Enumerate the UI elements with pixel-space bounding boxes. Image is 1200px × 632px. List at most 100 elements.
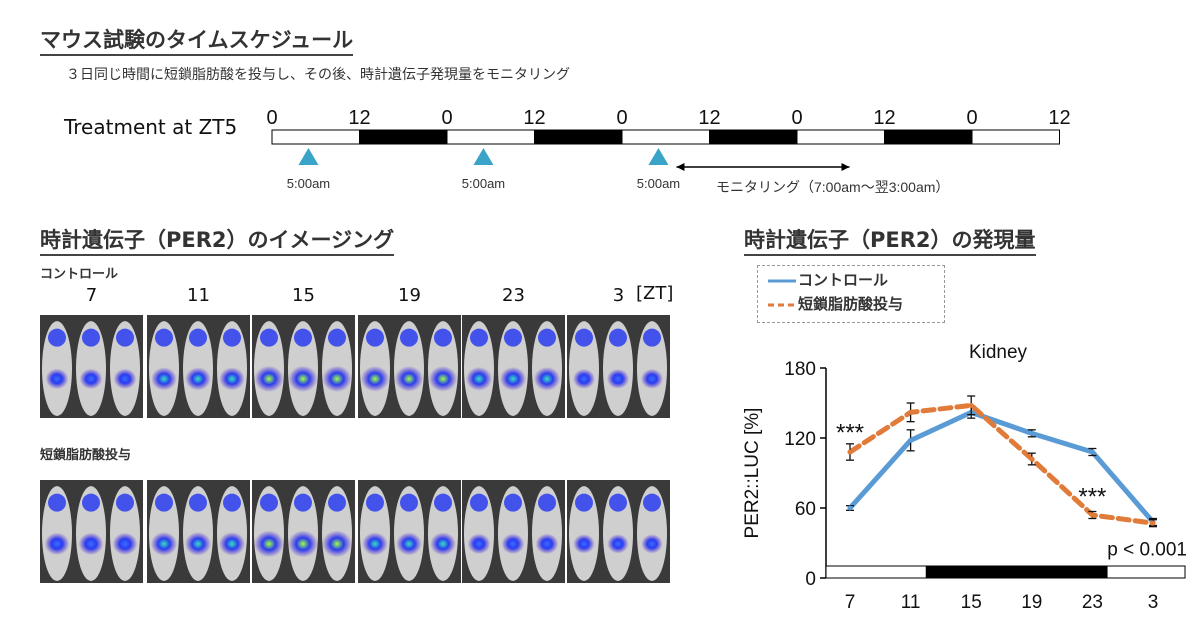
signal-spot-kidney [607,534,629,554]
monitor-arrow-head-left-icon [676,163,685,171]
series-line-treated [847,402,1156,526]
legend-swatch-treated [768,303,796,307]
zt-unit-label: [ZT] [636,283,674,304]
y-tick-label: 60 [795,499,816,520]
signal-spot-upper [155,328,173,347]
timeline-tick-label: 12 [698,107,720,129]
signal-spot-upper [470,328,488,347]
control-label: コントロール [40,267,119,282]
signal-spot-upper [434,493,452,512]
signal-spot-kidney [322,530,352,558]
signal-spot-upper [504,328,522,347]
data-point [908,409,914,415]
zt-label: 19 [398,285,421,306]
dose-time-label: 5:00am [287,176,330,191]
signal-spot-kidney [501,533,525,555]
signal-spot-kidney [606,368,630,389]
zt-label: 15 [292,285,315,306]
data-point [968,402,974,408]
signal-spot-kidney [79,368,103,390]
signal-spot-kidney [535,533,559,555]
signal-spot-upper [643,493,661,512]
timeline-light-segment [971,129,1060,145]
signal-spot-upper [504,493,522,512]
signal-spot-kidney [362,532,388,556]
signal-spot-kidney [394,366,424,392]
dark-phase-bar [925,566,1108,578]
dose-time-label: 5:00am [462,176,505,191]
data-point [1029,430,1035,436]
expression-title: 時計遺伝子（PER2）の発現量 [744,227,1036,256]
series-line-control [847,409,1156,525]
signal-spot-upper [48,328,66,347]
schedule-title: マウス試験のタイムスケジュール [40,27,354,56]
signal-spot-upper [366,493,384,512]
data-point [847,505,853,511]
signal-spot-kidney [641,534,663,554]
data-point [1089,449,1095,455]
control-panel-3 [252,315,355,418]
zt-label: 3 [612,285,625,306]
signal-spot-upper [366,328,384,347]
signal-spot-kidney [45,368,69,390]
timeline: 0 12 0 12 0 12 0 12 0 12 5:00am 5:00am 5:00am モニタリング（… [0,0,1200,200]
signal-spot-kidney [151,367,177,391]
signal-spot-upper [223,328,241,347]
legend: コントロール 短鎖脂肪酸投与 [757,265,945,323]
kidney-chart: Kidney 0 60 120 180 PER2::LUC [%] 7 11 15 19 23 3 **… [730,330,1200,628]
signal-spot-kidney [430,532,456,556]
signal-spot-upper [328,328,346,347]
signal-spot-kidney [113,368,137,390]
signal-spot-upper [609,493,627,512]
timeline-tick-label: 0 [616,107,627,129]
signal-spot-upper [434,328,452,347]
signal-spot-kidney [499,366,527,391]
signal-spot-upper [116,493,134,512]
signal-spot-kidney [573,534,595,554]
signal-spot-upper [189,493,207,512]
x-tick-label: 23 [1082,592,1103,613]
mouse-body [569,321,599,416]
legend-swatch-control [768,279,796,283]
signal-spot-kidney [254,530,284,558]
timeline-dark-segment [709,129,798,145]
imaging-panels: 7 11 15 19 23 3 [40,285,670,583]
signal-spot-upper [116,328,134,347]
treated-label: 短鎖脂肪酸投与 [40,448,132,463]
signal-spot-upper [609,328,627,347]
timeline-tick-label: 0 [791,107,802,129]
signal-spot-kidney [184,531,212,556]
signal-spot-kidney [467,533,491,555]
y-tick-label: 120 [784,429,816,450]
dose-time-label: 5:00am [637,176,680,191]
mouse-body [569,486,599,581]
y-tick-label: 0 [805,569,816,590]
signal-spot-kidney [218,531,246,556]
signal-spot-kidney [572,368,596,389]
signal-spot-kidney [533,366,561,391]
y-tick-label: 180 [784,359,816,380]
signal-spot-kidney [465,366,493,391]
data-point [1150,520,1156,526]
signal-spot-upper [260,328,278,347]
signal-spot-upper [643,328,661,347]
signal-spot-upper [575,328,593,347]
treated-panel-2 [147,480,250,583]
monitor-label: モニタリング（7:00am〜翌3:00am） [716,179,949,195]
treated-panel-1 [40,480,143,583]
signal-spot-upper [400,328,418,347]
timeline-svg: 0 12 0 12 0 12 0 12 0 12 5:00am 5:00am 5:00am モニタリング（… [266,107,1070,195]
signal-spot-upper [82,328,100,347]
mouse-body [637,486,667,581]
signal-spot-kidney [185,367,211,391]
x-tick-label: 19 [1021,592,1042,613]
signal-spot-upper [294,493,312,512]
signal-spot-kidney [78,532,104,556]
zt-label: 11 [187,285,210,306]
signal-spot-upper [400,493,418,512]
data-point [1089,512,1095,518]
timeline-tick-label: 0 [266,107,277,129]
data-point [908,437,914,443]
treated-panel-3 [252,480,355,583]
